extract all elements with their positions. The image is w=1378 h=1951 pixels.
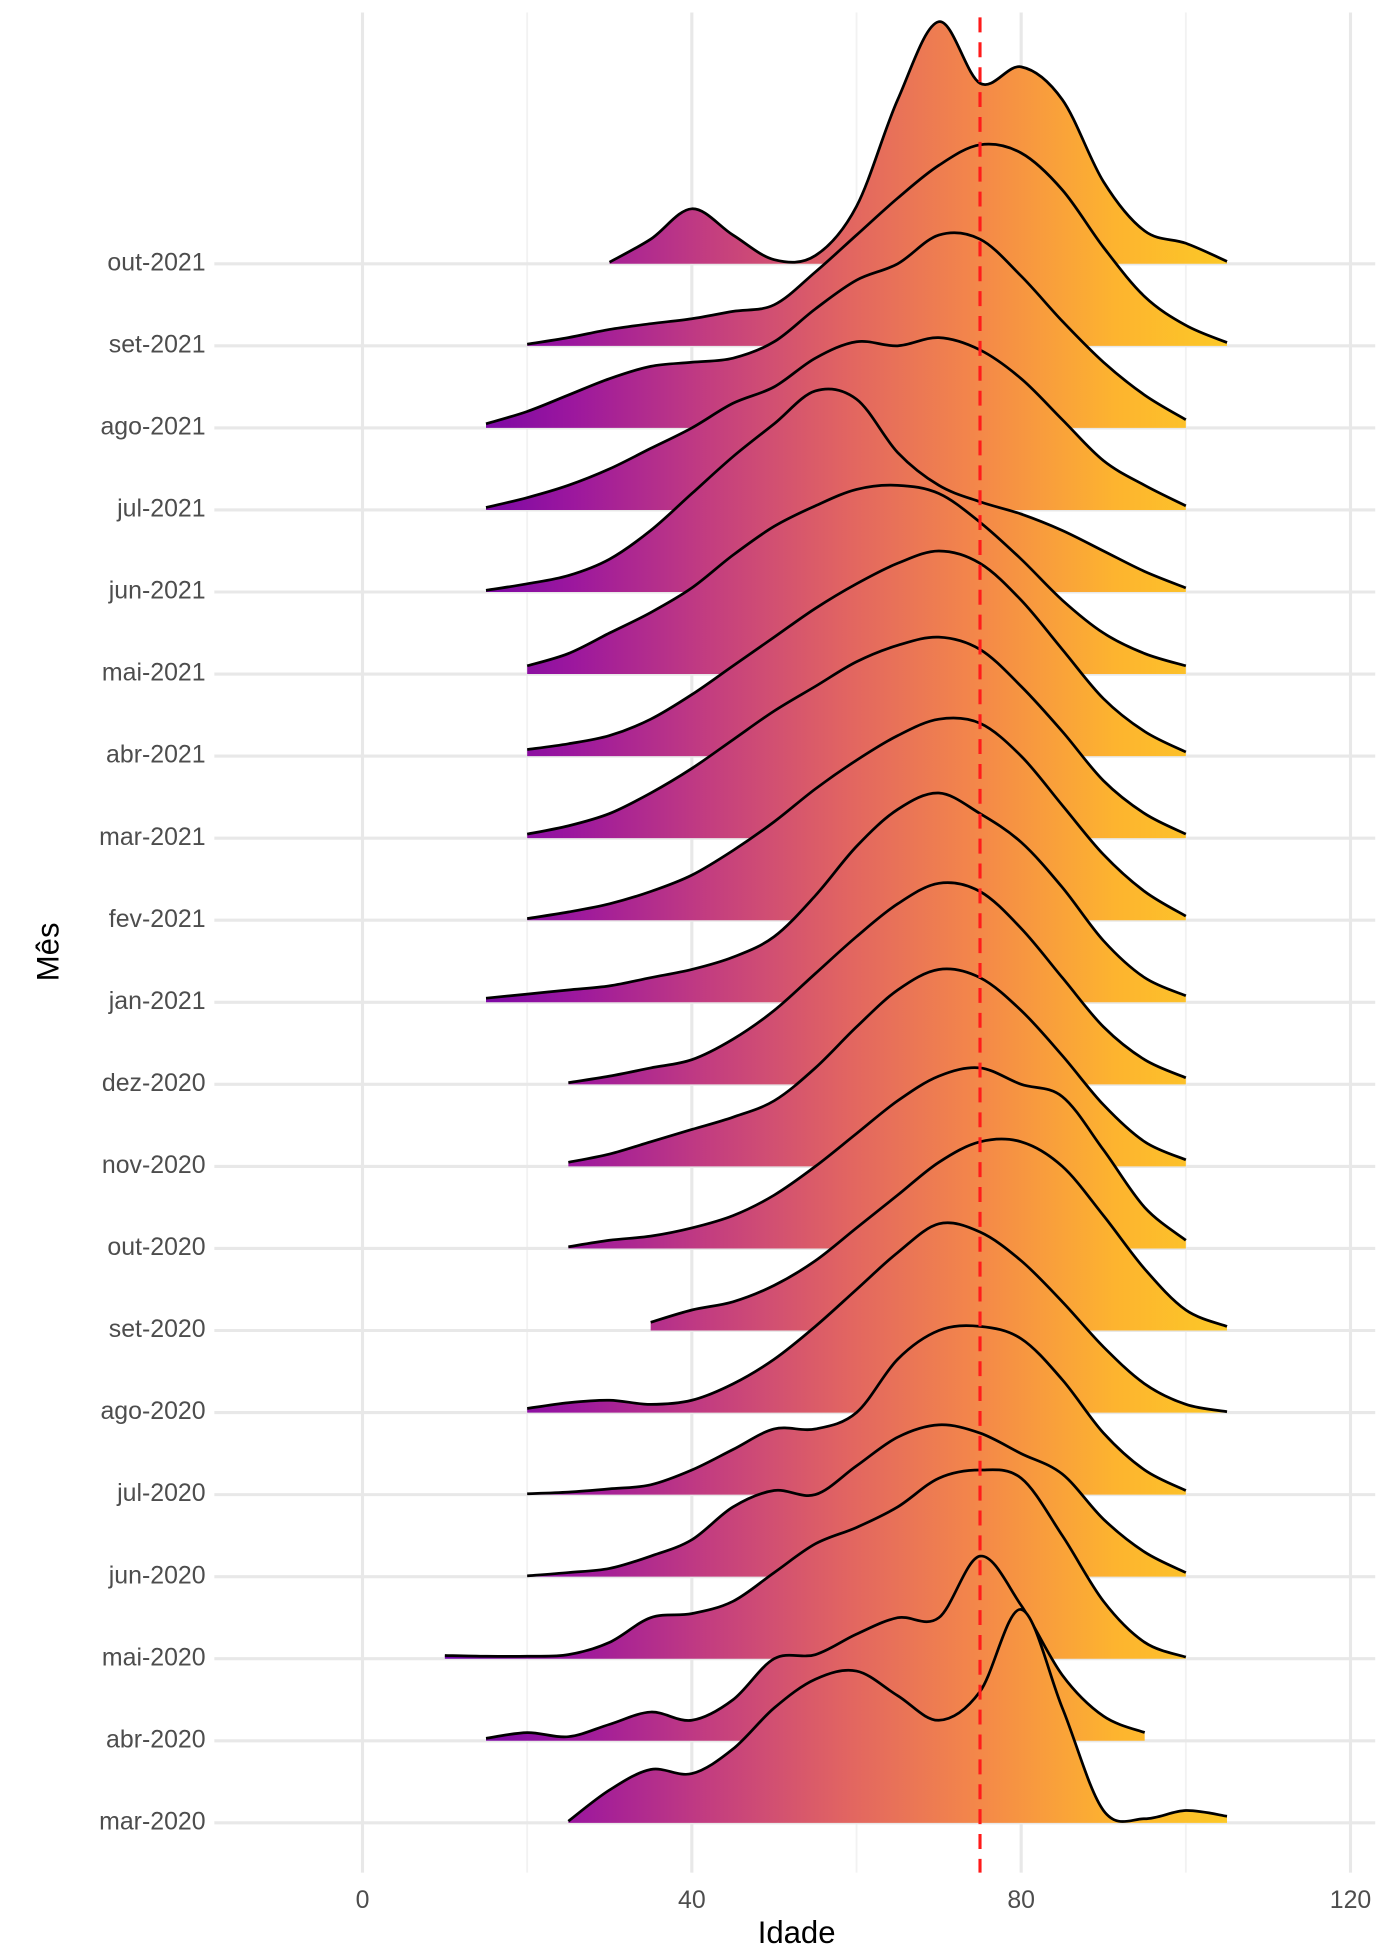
ridge-line [526, 716, 1187, 920]
y-tick-label: set-2021 [109, 330, 206, 358]
ridge-line [567, 1608, 1228, 1823]
y-tick-label: mai-2021 [102, 659, 206, 687]
ridge-area [527, 144, 1228, 346]
ridge-line [608, 20, 1228, 264]
ridge-area [527, 1222, 1228, 1413]
ridge-line [568, 967, 1187, 1164]
ridge-line [526, 635, 1187, 836]
ridge-area [568, 1609, 1228, 1823]
y-tick-label: out-2020 [107, 1233, 205, 1261]
y-tick-label: jul-2020 [116, 1479, 206, 1507]
y-tick-label: out-2021 [107, 248, 205, 276]
ridge-line [568, 1066, 1187, 1249]
ridge-line [526, 142, 1228, 346]
ridge-line [526, 483, 1187, 668]
labels: 0 40 80 120 mar-2020 abr-2020 mai-2020 jun-2020… [99, 248, 1371, 1913]
ridge-line [444, 1468, 1187, 1659]
y-tick-label: jun-2021 [108, 577, 206, 605]
y-tick-label: fev-2021 [109, 905, 206, 933]
y-tick-label: abr-2021 [106, 741, 206, 769]
y-tick-label: nov-2020 [102, 1151, 206, 1179]
y-tick-label: set-2020 [109, 1315, 206, 1343]
ridge-line [527, 1324, 1187, 1496]
y-tick-label: jul-2021 [116, 495, 206, 523]
y-tick-label: mar-2021 [99, 823, 205, 851]
ridge-line [650, 1137, 1228, 1328]
ridge-line [485, 231, 1187, 426]
ridges [444, 20, 1228, 1823]
ridge-area [486, 388, 1186, 593]
ridge-line [527, 1423, 1187, 1578]
x-tick-label: 80 [1007, 1886, 1035, 1914]
y-axis-title: Mês [30, 922, 65, 981]
x-tick-label: 0 [356, 1886, 370, 1914]
y-tick-label: ago-2021 [100, 412, 205, 440]
y-tick-label: jun-2020 [108, 1561, 206, 1589]
ridge-line [485, 791, 1187, 1000]
y-tick-label: mai-2020 [102, 1643, 206, 1671]
y-tick-label: jan-2021 [108, 987, 206, 1015]
x-tick-label: 120 [1330, 1886, 1372, 1914]
x-tick-label: 40 [678, 1886, 706, 1914]
x-axis-title: Idade [758, 1915, 836, 1950]
ridge-line [568, 881, 1187, 1085]
ridge-line [526, 549, 1187, 754]
ridge-line [485, 387, 1187, 592]
y-tick-label: abr-2020 [106, 1725, 206, 1753]
ridge-line [526, 1221, 1228, 1414]
y-tick-label: ago-2020 [100, 1397, 205, 1425]
y-tick-label: dez-2020 [102, 1069, 206, 1097]
ridge-line [485, 336, 1187, 509]
y-tick-label: mar-2020 [99, 1807, 205, 1835]
